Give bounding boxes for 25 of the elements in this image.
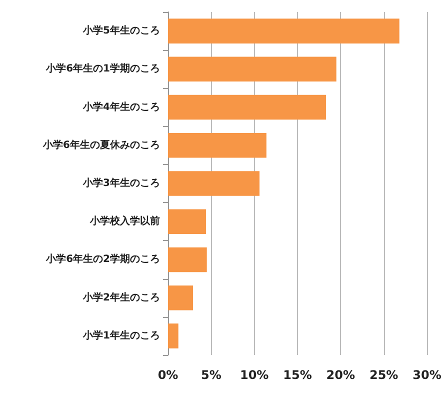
y-tick-label: 小学校入学以前 — [89, 215, 160, 228]
x-tick-label: 15% — [283, 368, 312, 382]
x-tick-label: 5% — [200, 368, 222, 382]
x-tick-label: 25% — [369, 368, 398, 382]
y-tick-label: 小学4年生のころ — [82, 100, 160, 113]
y-tick-label: 小学1年生のころ — [82, 329, 160, 342]
y-tick-label: 小学5年生のころ — [82, 24, 160, 37]
y-tick-label: 小学3年生のころ — [82, 177, 160, 189]
bar — [168, 247, 207, 272]
y-tick-label: 小学6年生の夏休みのころ — [42, 138, 160, 151]
x-tick-label: 10% — [240, 368, 269, 382]
x-tick-label: 30% — [412, 368, 442, 382]
y-tick-label: 小学6年生の1学期のころ — [45, 62, 160, 75]
y-tick-label: 小学2年生のころ — [82, 291, 160, 304]
x-tick-label: 20% — [326, 368, 356, 382]
bar — [168, 56, 336, 82]
bar — [168, 324, 178, 348]
bar — [168, 94, 326, 120]
bar — [168, 18, 400, 44]
y-tick-label: 小学6年生の2学期のころ — [45, 253, 160, 266]
x-tick-label: 0% — [158, 368, 178, 382]
bar — [168, 209, 206, 234]
bar — [168, 133, 266, 158]
bar — [168, 285, 194, 310]
bar — [168, 171, 260, 196]
